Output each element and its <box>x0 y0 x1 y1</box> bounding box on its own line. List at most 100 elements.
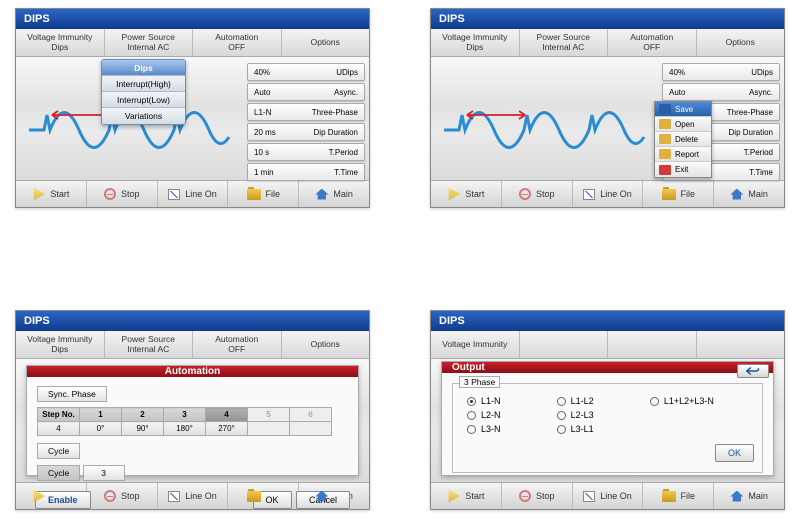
phase-legend[interactable]: 3 Phase <box>459 376 500 388</box>
main-button[interactable]: Main <box>714 483 784 509</box>
tab-power-source[interactable]: Power SourceInternal AC <box>105 331 194 358</box>
main-button[interactable]: Main <box>714 181 784 207</box>
play-icon <box>447 490 460 503</box>
output-dialog: Output 3 Phase L1-N L1-L2 L1+L2+L3-N L2-… <box>441 361 774 476</box>
dropdown-item-dips[interactable]: Dips <box>102 60 185 76</box>
line-on-button[interactable]: Line On <box>573 483 644 509</box>
dips-mode-dropdown[interactable]: Dips Interrupt(High) Interrupt(Low) Vari… <box>101 59 186 125</box>
param-udips[interactable]: 40%UDips <box>662 63 780 81</box>
tab-voltage-immunity[interactable]: Voltage Immunity <box>431 331 520 358</box>
tab-automation[interactable]: AutomationOFF <box>608 29 697 56</box>
step-col-1[interactable]: 1 <box>80 408 122 422</box>
param-dip-duration[interactable]: 20 msDip Duration <box>247 123 365 141</box>
cycle-field-label: Cycle <box>37 465 80 481</box>
file-button[interactable]: File <box>643 483 714 509</box>
radio-l2-n[interactable]: L2-N <box>467 410 535 420</box>
tab-voltage-immunity[interactable]: Voltage ImmunityDips <box>16 331 105 358</box>
tab-options[interactable]: Options <box>282 331 370 358</box>
tab-power-source[interactable]: Power SourceInternal AC <box>105 29 194 56</box>
line-icon <box>168 491 180 502</box>
tab-automation[interactable]: AutomationOFF <box>193 29 282 56</box>
radio-dot-icon <box>557 411 566 420</box>
param-async[interactable]: AutoAsync. <box>662 83 780 101</box>
tab-automation[interactable] <box>608 331 697 358</box>
delete-icon <box>659 134 671 144</box>
save-icon <box>659 104 671 114</box>
tab-voltage-immunity[interactable]: Voltage ImmunityDips <box>431 29 520 56</box>
radio-l3-n[interactable]: L3-N <box>467 424 535 434</box>
tab-options[interactable]: Options <box>697 29 785 56</box>
step-col-6: 6 <box>290 408 332 422</box>
radio-l3-l1[interactable]: L3-L1 <box>557 424 628 434</box>
bottom-toolbar: Start Stop Line On File Main <box>431 483 784 509</box>
top-tabs: Voltage ImmunityDips Power SourceInterna… <box>16 331 369 359</box>
file-menu-report[interactable]: Report <box>655 147 711 162</box>
radio-dot-icon <box>557 425 566 434</box>
window-title: DIPS <box>16 9 369 29</box>
exit-icon <box>659 165 671 175</box>
step-col-5: 5 <box>248 408 290 422</box>
radio-l1l2l3-n[interactable]: L1+L2+L3-N <box>650 396 748 406</box>
top-tabs: Voltage ImmunityDips Power SourceInterna… <box>431 29 784 57</box>
file-button[interactable]: File <box>643 181 714 207</box>
stop-button[interactable]: Stop <box>502 483 573 509</box>
cycle-value[interactable]: 3 <box>83 465 125 481</box>
param-ttime[interactable]: 1 minT.Time <box>247 163 365 181</box>
radio-dot-icon <box>467 397 476 406</box>
tab-power-source[interactable]: Power SourceInternal AC <box>520 29 609 56</box>
automation-dialog: Automation Sync. Phase Step No. 1 2 3 4 … <box>26 365 359 476</box>
param-async[interactable]: AutoAsync. <box>247 83 365 101</box>
file-menu-open[interactable]: Open <box>655 117 711 132</box>
tab-options[interactable] <box>697 331 785 358</box>
radio-dot-icon <box>467 425 476 434</box>
line-icon <box>168 189 180 200</box>
content-area: Output 3 Phase L1-N L1-L2 L1+L2+L3-N L2-… <box>431 359 784 483</box>
step-val-1[interactable]: 0° <box>80 422 122 436</box>
step-col-3[interactable]: 3 <box>164 408 206 422</box>
tab-options[interactable]: Options <box>282 29 370 56</box>
step-val-5 <box>248 422 290 436</box>
dropdown-item-variations[interactable]: Variations <box>102 108 185 124</box>
step-val-4[interactable]: 270° <box>206 422 248 436</box>
start-button[interactable]: Start <box>431 483 502 509</box>
step-col-2[interactable]: 2 <box>122 408 164 422</box>
content-area: 40%UDips AutoAsync. L1-NThree-Phase Dip … <box>431 57 784 181</box>
step-col-4[interactable]: 4 <box>206 408 248 422</box>
window-title: DIPS <box>431 311 784 331</box>
step-count[interactable]: 4 <box>38 422 80 436</box>
step-table: Step No. 1 2 3 4 5 6 4 0° 90° 180° 270° <box>37 407 332 436</box>
radio-l1-n[interactable]: L1-N <box>467 396 535 406</box>
dialog-title: Automation <box>27 366 358 377</box>
file-menu[interactable]: Save Open Delete Report Exit <box>654 101 712 178</box>
param-udips[interactable]: 40%UDips <box>247 63 365 81</box>
param-tperiod[interactable]: 10 sT.Period <box>247 143 365 161</box>
home-icon <box>730 491 743 502</box>
file-menu-delete[interactable]: Delete <box>655 132 711 147</box>
dialog-title: Output <box>442 362 773 373</box>
enable-button[interactable]: Enable <box>35 491 91 509</box>
top-tabs: Voltage Immunity <box>431 331 784 359</box>
main-button[interactable]: Main <box>299 181 369 207</box>
file-menu-save[interactable]: Save <box>655 102 711 117</box>
sync-phase-label[interactable]: Sync. Phase <box>37 386 107 402</box>
radio-l2-l3[interactable]: L2-L3 <box>557 410 628 420</box>
step-val-2[interactable]: 90° <box>122 422 164 436</box>
param-phase[interactable]: L1-NThree-Phase <box>247 103 365 121</box>
report-icon <box>659 149 671 159</box>
dropdown-item-interrupt-low[interactable]: Interrupt(Low) <box>102 92 185 108</box>
line-icon <box>583 491 595 502</box>
tab-power-source[interactable] <box>520 331 609 358</box>
radio-l1-l2[interactable]: L1-L2 <box>557 396 628 406</box>
window-title: DIPS <box>16 311 369 331</box>
file-button[interactable]: File <box>228 181 299 207</box>
folder-icon <box>247 189 261 200</box>
ok-button[interactable]: OK <box>715 444 754 462</box>
file-menu-exit[interactable]: Exit <box>655 162 711 177</box>
play-icon <box>447 188 460 201</box>
stop-icon <box>104 490 116 502</box>
step-val-3[interactable]: 180° <box>164 422 206 436</box>
dropdown-item-interrupt-high[interactable]: Interrupt(High) <box>102 76 185 92</box>
tab-automation[interactable]: AutomationOFF <box>193 331 282 358</box>
stop-icon <box>519 490 531 502</box>
tab-voltage-immunity[interactable]: Voltage ImmunityDips <box>16 29 105 56</box>
